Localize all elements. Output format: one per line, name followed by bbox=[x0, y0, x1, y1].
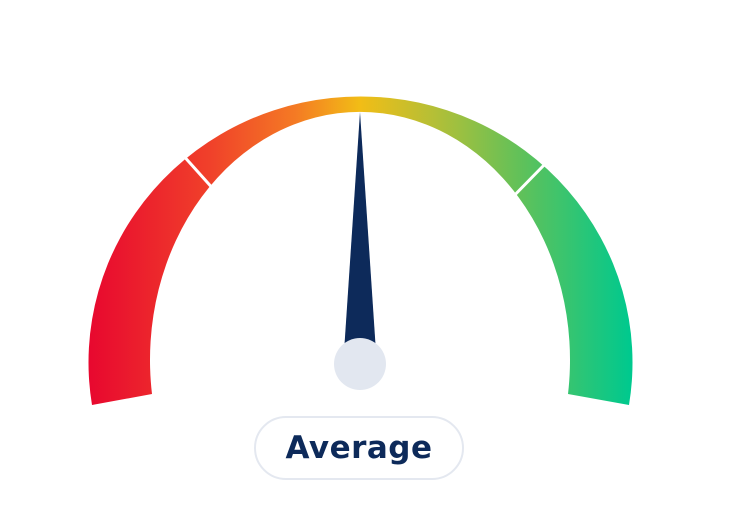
divider-left bbox=[179, 151, 226, 203]
divider-right bbox=[501, 160, 549, 209]
status-badge: Average bbox=[254, 416, 464, 480]
status-label: Average bbox=[285, 430, 433, 466]
gauge-hub bbox=[334, 338, 386, 390]
segment-dividers bbox=[179, 151, 549, 209]
gauge-needle bbox=[344, 112, 376, 352]
gauge-arc bbox=[88, 96, 633, 405]
